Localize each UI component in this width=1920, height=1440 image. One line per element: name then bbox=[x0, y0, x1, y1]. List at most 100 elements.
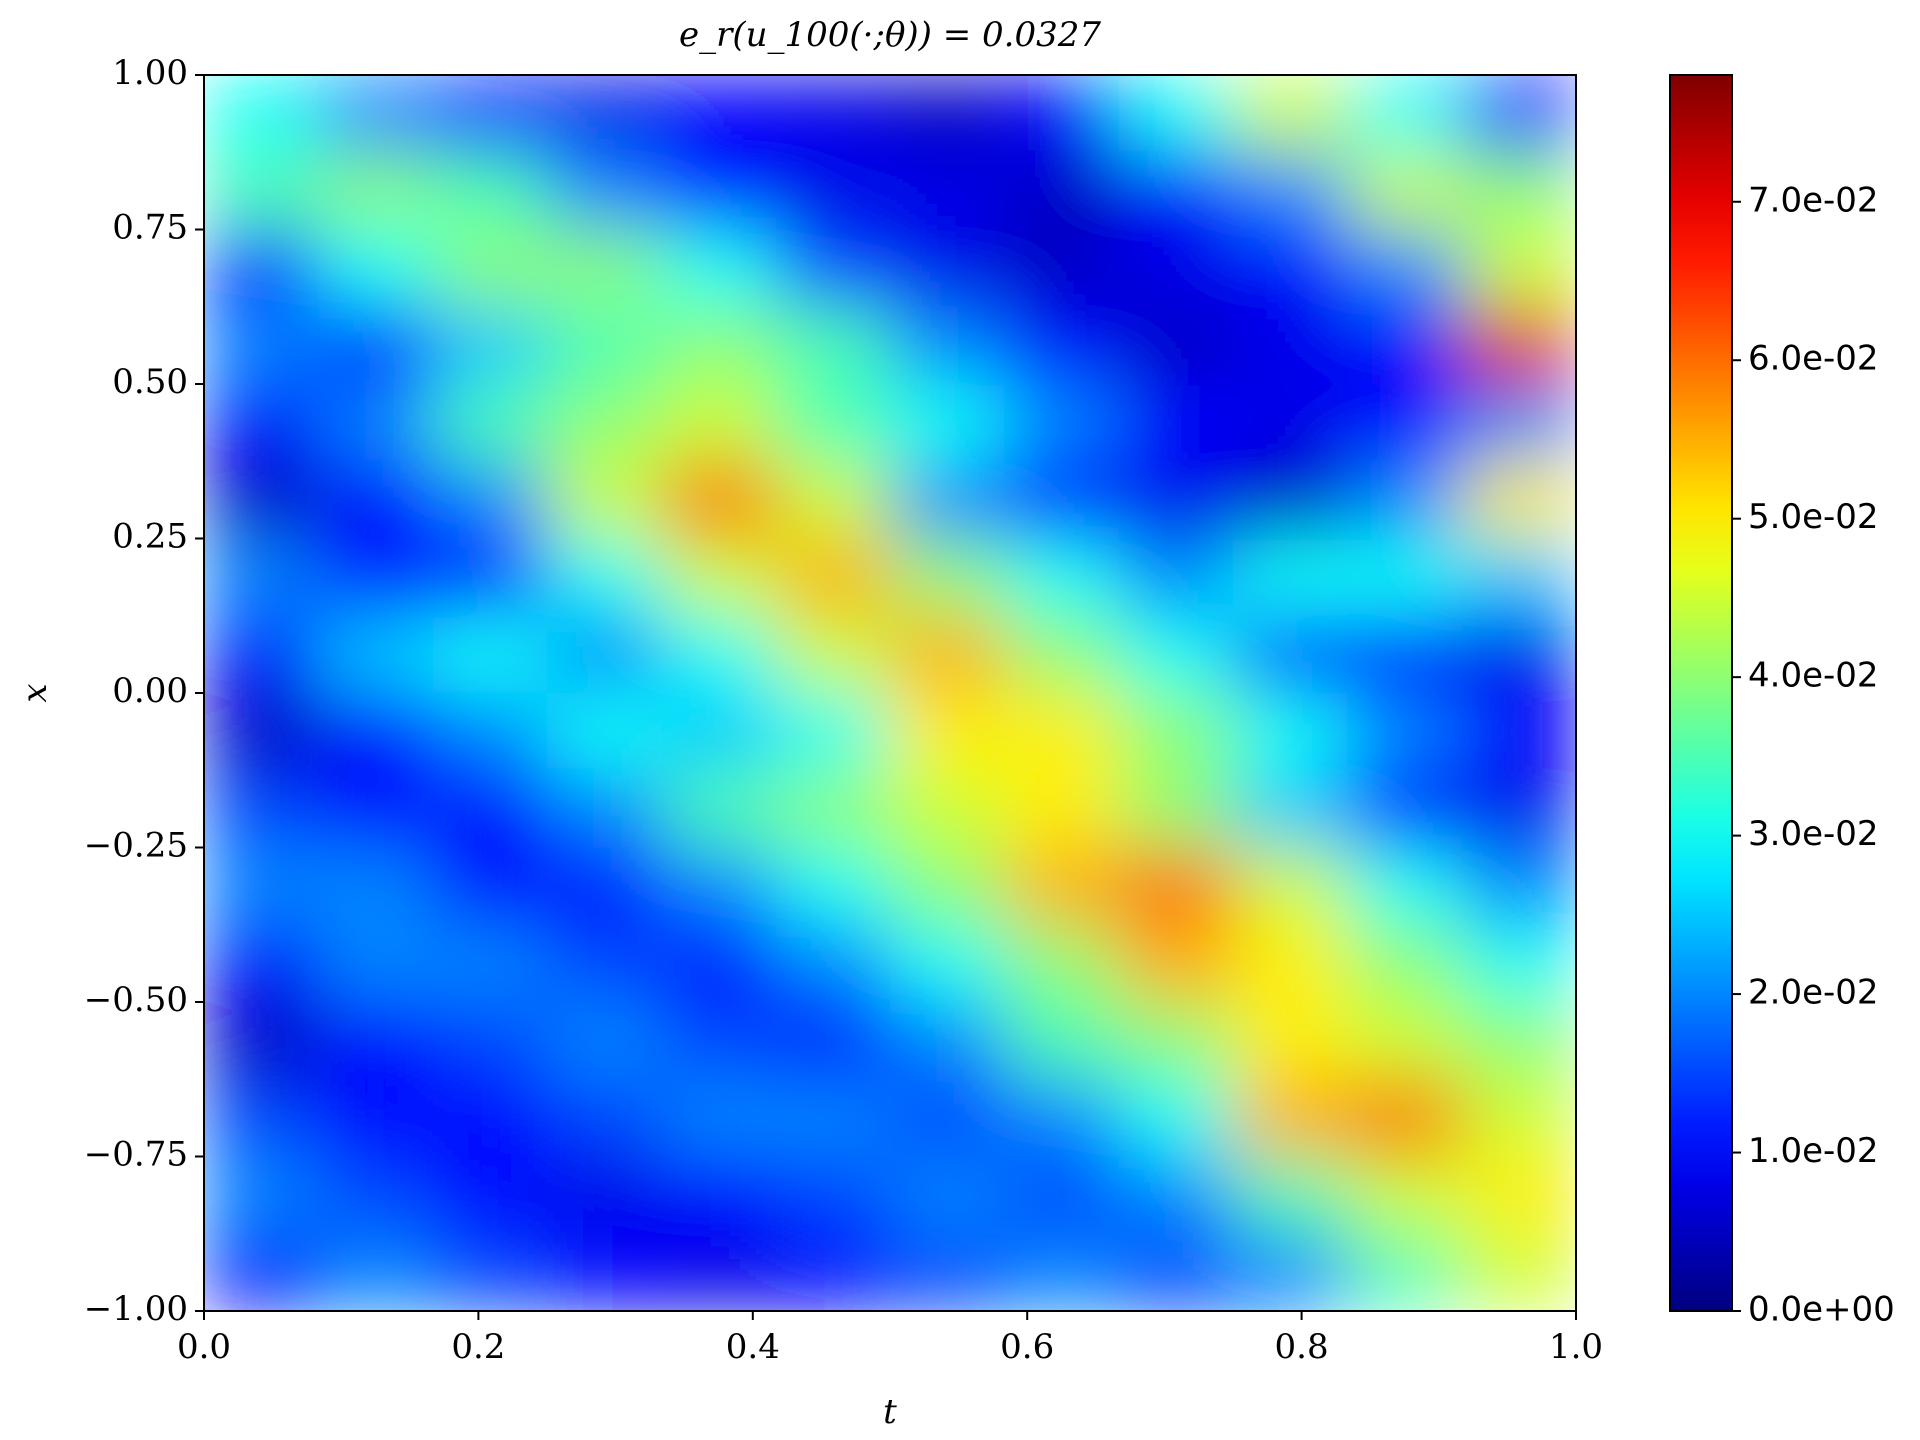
heatmap-cell bbox=[547, 1002, 662, 1080]
heatmap-cell bbox=[204, 847, 319, 926]
heatmap-cell bbox=[318, 384, 434, 462]
heatmap-cell bbox=[1461, 306, 1576, 385]
heatmap-cell bbox=[1118, 538, 1234, 617]
colorbar-tick-label: 0.0e+00 bbox=[1748, 1290, 1895, 1330]
heatmap-cell bbox=[547, 1233, 662, 1311]
heatmap-cell bbox=[1461, 1002, 1576, 1080]
heatmap-cell bbox=[1461, 152, 1576, 230]
heatmap-cell bbox=[547, 229, 662, 308]
heatmap-cell bbox=[1118, 1233, 1234, 1311]
heatmap-cell bbox=[1233, 770, 1348, 848]
heatmap-cell bbox=[1118, 924, 1234, 1003]
heatmap-cell bbox=[1347, 770, 1463, 848]
colorbar-tick-label: 1.0e-02 bbox=[1748, 1131, 1879, 1171]
heatmap-cell bbox=[1233, 847, 1348, 926]
heatmap-cell bbox=[204, 1079, 319, 1157]
heatmap-cell bbox=[1004, 152, 1120, 230]
heatmap-cell bbox=[432, 615, 548, 694]
heatmap-cell bbox=[1118, 229, 1234, 308]
x-tick-label: 0.4 bbox=[726, 1327, 780, 1367]
heatmap-cell bbox=[1461, 693, 1576, 771]
heatmap-cell bbox=[547, 1079, 662, 1157]
heatmap-cell bbox=[775, 1156, 891, 1235]
heatmap-cell bbox=[1004, 1156, 1120, 1235]
heatmap-cell bbox=[1233, 1079, 1348, 1157]
colorbar-tick-label: 4.0e-02 bbox=[1748, 656, 1879, 696]
heatmap-cell bbox=[1461, 1156, 1576, 1235]
heatmap-cell bbox=[204, 461, 319, 539]
heatmap-cell bbox=[661, 384, 777, 462]
heatmap-cell bbox=[318, 75, 434, 153]
heatmap-cell bbox=[432, 75, 548, 153]
heatmap-cell bbox=[775, 615, 891, 694]
y-tick-label: 0.25 bbox=[112, 517, 188, 557]
heatmap-cell bbox=[204, 306, 319, 385]
heatmap-cell bbox=[547, 461, 662, 539]
heatmap-cell bbox=[890, 229, 1005, 308]
heatmap-cell bbox=[1118, 1079, 1234, 1157]
x-axis-label: t bbox=[883, 1392, 897, 1432]
heatmap-cell bbox=[1233, 306, 1348, 385]
heatmap-cell bbox=[1461, 75, 1576, 153]
heatmap-cell bbox=[890, 693, 1005, 771]
heatmap-cell bbox=[1347, 1079, 1463, 1157]
heatmap-cell bbox=[432, 847, 548, 926]
heatmap-cell bbox=[1004, 1079, 1120, 1157]
y-tick-label: −1.00 bbox=[84, 1289, 188, 1329]
heatmap-cell bbox=[547, 306, 662, 385]
heatmap-cell bbox=[547, 384, 662, 462]
heatmap-cell bbox=[1347, 461, 1463, 539]
heatmap-cell bbox=[661, 229, 777, 308]
heatmap-cell bbox=[775, 229, 891, 308]
heatmap-cell bbox=[432, 229, 548, 308]
heatmap-cell bbox=[1118, 306, 1234, 385]
heatmap-cell bbox=[204, 693, 319, 771]
heatmap-cell bbox=[1118, 693, 1234, 771]
heatmap-cell bbox=[432, 152, 548, 230]
heatmap-cell bbox=[1233, 538, 1348, 617]
heatmap-cell bbox=[661, 847, 777, 926]
heatmap-cell bbox=[1347, 152, 1463, 230]
heatmap-cell bbox=[890, 770, 1005, 848]
heatmap-cell bbox=[1461, 615, 1576, 694]
heatmap-cell bbox=[318, 1233, 434, 1311]
heatmap-cell bbox=[1347, 306, 1463, 385]
heatmap-cell bbox=[1004, 924, 1120, 1003]
heatmap-cell bbox=[547, 770, 662, 848]
heatmap-cell bbox=[204, 384, 319, 462]
heatmap-cell bbox=[890, 1079, 1005, 1157]
heatmap-cell bbox=[890, 847, 1005, 926]
heatmap-cell bbox=[1233, 1233, 1348, 1311]
heatmap-cell bbox=[1118, 770, 1234, 848]
heatmap-cell bbox=[661, 1233, 777, 1311]
heatmap-cell bbox=[547, 152, 662, 230]
heatmap-cell bbox=[1233, 615, 1348, 694]
y-axis-label: x bbox=[15, 683, 55, 702]
heatmap-cell bbox=[1461, 847, 1576, 926]
heatmap-cell bbox=[1461, 1079, 1576, 1157]
x-tick-label: 0.6 bbox=[1000, 1327, 1054, 1367]
heatmap-cell bbox=[318, 847, 434, 926]
heatmap-cell bbox=[318, 693, 434, 771]
heatmap-cell bbox=[775, 1002, 891, 1080]
heatmap-cell bbox=[1461, 384, 1576, 462]
heatmap-cell bbox=[432, 1156, 548, 1235]
heatmap-cell bbox=[661, 924, 777, 1003]
heatmap-cell bbox=[661, 1079, 777, 1157]
heatmap-cell bbox=[204, 75, 319, 153]
heatmap-area bbox=[204, 75, 1576, 1311]
heatmap-cell bbox=[547, 75, 662, 153]
heatmap-cell bbox=[775, 847, 891, 926]
colorbar-tick-label: 3.0e-02 bbox=[1748, 814, 1879, 854]
heatmap-cell bbox=[1004, 1002, 1120, 1080]
heatmap-cell bbox=[432, 1079, 548, 1157]
y-tick-label: −0.50 bbox=[84, 980, 188, 1020]
heatmap-cell bbox=[1461, 770, 1576, 848]
heatmap-cell bbox=[204, 538, 319, 617]
heatmap-cell bbox=[432, 461, 548, 539]
heatmap-cell bbox=[1118, 1002, 1234, 1080]
heatmap-cell bbox=[1233, 924, 1348, 1003]
heatmap-cell bbox=[890, 538, 1005, 617]
heatmap-cell bbox=[1347, 693, 1463, 771]
heatmap-cell bbox=[1347, 847, 1463, 926]
